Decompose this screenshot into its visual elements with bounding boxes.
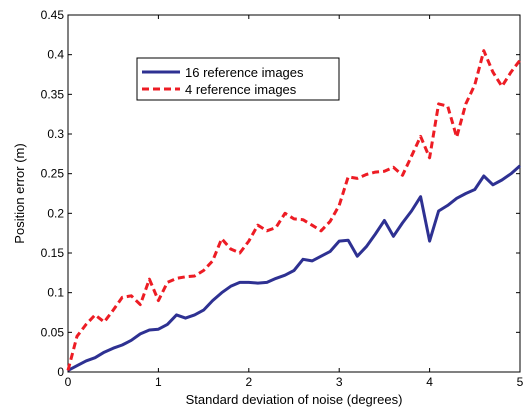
y-tick-label: 0.25 xyxy=(41,167,65,181)
y-tick-label: 0.3 xyxy=(47,127,64,141)
x-tick-label: 1 xyxy=(155,375,162,389)
x-tick-label: 3 xyxy=(336,375,343,389)
series-lines xyxy=(66,49,522,372)
x-tick-label: 0 xyxy=(65,375,72,389)
x-axis: 0 1 2 3 4 5 xyxy=(65,15,524,389)
y-tick-label: 0.2 xyxy=(47,206,64,220)
series-line-16-reference-images xyxy=(67,164,521,372)
y-tick-label: 0.15 xyxy=(41,246,65,260)
y-tick-label: 0.4 xyxy=(47,48,64,62)
x-axis-label: Standard deviation of noise (degrees) xyxy=(186,392,403,407)
legend: 16 reference images 4 reference images xyxy=(136,57,340,101)
x-tick-label: 5 xyxy=(517,375,524,389)
y-tick-label: 0.45 xyxy=(41,8,65,22)
series-line-4-reference-images xyxy=(66,49,522,371)
y-axis-label: Position error (m) xyxy=(12,143,27,243)
y-axis: 0 0.05 0.1 0.15 0.2 0.25 0.3 0.35 0.4 0.45 xyxy=(41,8,520,379)
y-tick-label: 0 xyxy=(57,365,64,379)
y-tick-label: 0.1 xyxy=(47,286,64,300)
x-tick-label: 4 xyxy=(426,375,433,389)
x-tick-label: 2 xyxy=(245,375,252,389)
y-tick-label: 0.05 xyxy=(41,325,65,339)
legend-box xyxy=(136,57,340,101)
legend-label-4-reference-images: 4 reference images xyxy=(185,82,297,97)
y-tick-label: 0.35 xyxy=(41,87,65,101)
legend-label-16-reference-images: 16 reference images xyxy=(185,65,304,80)
